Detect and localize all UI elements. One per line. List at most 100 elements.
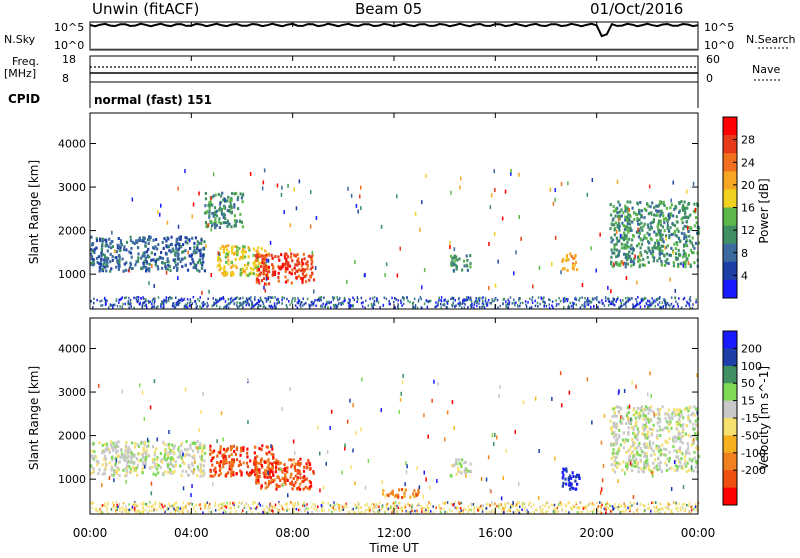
power-ground-cell [473,303,476,306]
power-cell [90,261,93,265]
power-scatter-cell [310,190,312,195]
velocity-cell [191,461,194,465]
power-cell [614,221,617,225]
power-ground-cell [341,301,344,304]
power-cell [191,236,194,240]
power-ground-cell [317,298,319,302]
velocity-ground-cell [247,504,250,507]
velocity-cell [614,434,618,438]
power-cell [657,228,660,232]
velocity-cell [667,421,670,425]
power-cell [141,254,144,258]
velocity-cell [172,447,175,451]
velocity-cell [273,461,276,465]
velocity-scatter-cell [367,458,370,463]
velocity-cell [256,455,259,459]
power-cell [672,264,676,268]
power-cell [192,266,195,270]
velocity-cell [644,408,647,412]
power-cell [617,226,620,230]
velocity-cell [183,448,187,452]
power-cell [161,261,164,265]
velocity-cell [463,469,466,473]
velocity-ground-cell [101,504,104,507]
power-cell [198,269,201,273]
power-cell [100,252,103,256]
velocity-cell [248,474,251,477]
power-ground-cell [556,303,558,306]
power-cell [655,204,658,208]
power-ground-cell [321,305,323,308]
power-cell [189,247,192,250]
velocity-cell [652,423,655,427]
velocity-ground-cell [624,510,626,513]
velocity-ground-cell [406,510,408,513]
power-ground-cell [427,300,429,304]
power-ground-cell [382,303,385,307]
velocity-cell [285,477,288,481]
velocity-cell [268,461,271,465]
power-ground-cell [584,300,586,304]
power-scatter-cell [264,288,266,293]
power-cell [135,260,138,264]
power-cell [617,221,621,225]
power-cell [218,268,221,272]
power-cell [148,255,151,259]
power-cell [689,263,692,267]
velocity-ground-cell [486,503,488,507]
power-cell [258,262,261,265]
power-cell [117,268,120,271]
power-scatter-cell [692,181,695,186]
power-ground-cell [379,306,381,309]
velocity-ground-cell [136,509,138,512]
velocity-cell [450,474,453,478]
velocity-ground-cell [149,501,151,504]
power-ground-cell [128,306,130,310]
power-scatter-cell [210,199,212,204]
power-cell [672,261,675,265]
velocity-ground-cell [331,506,333,510]
power-ground-cell [344,299,346,302]
power-cell [675,252,678,256]
velocity-ground-cell [281,507,284,511]
velocity-scatter-cell [139,383,141,388]
power-cell [183,256,187,260]
power-cell [643,207,646,211]
velocity-ground-cell [490,501,493,504]
power-cell [302,268,305,272]
velocity-cell [613,470,617,474]
velocity-cell [299,462,302,466]
velocity-cell [564,477,567,481]
velocity-ground-cell [191,503,193,506]
velocity-cell [277,467,281,471]
power-cell [613,248,616,252]
power-ground-cell [171,304,174,308]
velocity-cell [693,413,696,417]
power-ground-cell [531,298,533,302]
velocity-cell [304,485,307,489]
velocity-cell [230,452,233,456]
power-ground-cell [240,303,243,306]
power-ground-cell [440,296,443,299]
velocity-cell [222,447,226,451]
power-ground-cell [327,301,329,304]
power-ground-cell [668,303,670,307]
power-ground-cell [308,303,310,307]
velocity-cell [401,496,404,499]
power-ground-cell [303,302,306,306]
velocity-ground-cell [115,501,118,504]
velocity-cell [298,469,301,473]
velocity-ground-cell [148,509,151,512]
velocity-scatter-cell [538,449,540,453]
power-ground-cell [298,299,300,302]
velocity-cell [116,469,119,472]
power-cell [105,241,108,245]
power-ground-cell [463,306,466,309]
power-scatter-cell [198,191,200,196]
velocity-ground-cell [629,505,631,508]
velocity-cell [695,459,698,463]
power-cell [100,249,103,253]
velocity-cell [260,448,263,452]
velocity-ground-cell [449,508,451,512]
power-cell [218,257,221,261]
